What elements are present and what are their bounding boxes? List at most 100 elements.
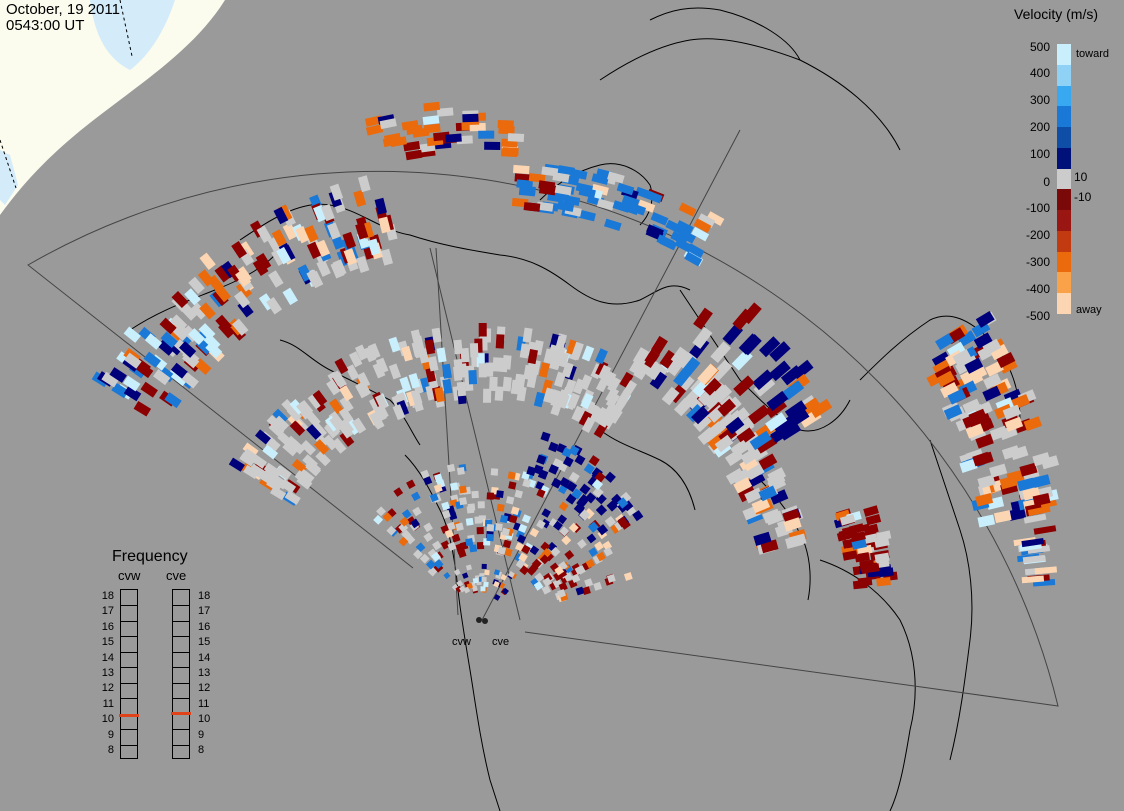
scatter-cell [101,371,119,388]
scatter-cell [767,467,787,484]
scatter-cell [567,392,581,409]
scatter-cell [752,369,774,391]
scatter-cell [1021,538,1045,548]
scatter-cell [123,385,142,402]
velocity-tick-label: 400 [1029,66,1050,80]
scatter-cell [527,349,538,365]
scatter-cell [536,201,554,212]
scatter-cell [985,360,1004,377]
velocity-colorbar-step [1057,272,1071,294]
scatter-cell [516,534,527,544]
scatter-cell [474,516,482,524]
scatter-cell [725,416,745,435]
scatter-cell [519,565,530,576]
scatter-cell [432,540,442,551]
frequency-tick-label: 15 [101,636,114,649]
scatter-cell [399,516,410,527]
scatter-cell [329,415,345,432]
scatter-cell [284,490,301,505]
scatter-cell [296,401,312,418]
scatter-cell [164,392,182,409]
scatter-cell [143,351,161,368]
scatter-cell [249,463,266,479]
scatter-cell [561,447,573,458]
scatter-cell [989,425,1009,441]
scatter-cell [441,509,451,519]
scatter-cell [231,241,247,259]
scatter-cell [327,222,341,240]
scatter-cell [999,475,1018,490]
scatter-cell [591,407,606,424]
frequency-tick-label: 14 [198,651,211,664]
scatter-cell [481,576,487,583]
scatter-cell [243,464,260,480]
velocity-toward-label: toward [1076,48,1110,60]
scatter-cell [637,199,656,213]
scatter-cell [285,435,302,452]
scatter-cell [422,115,440,126]
scatter-cell [497,546,507,556]
frequency-tick-label: 15 [198,636,211,649]
scatter-cell [678,352,697,371]
scatter-cell [1002,404,1022,420]
scatter-cell [536,519,546,530]
frequency-radar-label-cvw: cvw [118,568,141,583]
scatter-cell [559,526,570,537]
scatter-cell [242,442,259,458]
scatter-cell [552,520,563,531]
scatter-cell [346,419,361,436]
scatter-cell [585,558,596,569]
scatter-cell [458,363,468,378]
scatter-cell [408,372,421,389]
scatter-cell [957,330,977,347]
scatter-cell [964,357,984,374]
scatter-cell [594,541,604,551]
scatter-cell [619,371,634,389]
scatter-cell [678,202,697,217]
scatter-cell [993,510,1012,524]
scatter-cell [646,361,664,381]
scatter-cell [862,533,878,545]
velocity-colorbar-step [1057,147,1071,170]
scatter-cell [255,429,271,445]
scatter-cell [398,536,409,547]
scatter-cell [581,416,596,434]
scatter-cell [461,572,469,579]
scatter-cell [865,514,882,526]
scatter-cell [594,348,608,365]
ice-shelf [90,0,175,70]
scatter-cell [214,284,232,303]
scatter-cell [516,386,527,402]
scatter-cell [282,222,298,241]
scatter-cell [456,580,464,588]
scatter-cell [123,326,141,343]
scatter-cell [766,390,789,411]
scatter-cell [365,124,384,136]
scatter-cell [557,351,570,368]
scatter-cell [459,585,467,593]
scatter-cell [514,489,524,499]
scatter-cell [199,302,216,320]
scatter-cell [765,412,788,432]
frequency-gridline [121,729,137,731]
scatter-cell [604,516,616,528]
scatter-cell [459,497,468,506]
frequency-gridline [121,744,137,746]
scatter-cell [1008,507,1027,521]
scatter-cell [848,523,865,535]
scatter-cell [423,532,434,543]
scatter-cell [453,568,461,576]
scatter-cell [329,398,344,415]
scatter-cell [748,404,771,425]
scatter-cell [759,336,781,358]
scatter-cell [170,369,189,387]
scatter-cell [420,469,430,479]
scatter-cell [471,490,479,499]
scatter-cell [423,123,441,134]
scatter-cell [629,356,646,376]
frequency-radar-label-cve: cve [166,568,187,583]
scatter-cell [851,539,867,550]
scatter-cell [579,483,591,495]
velocity-colorbar-step [1057,251,1071,273]
scatter-cell [947,388,967,405]
